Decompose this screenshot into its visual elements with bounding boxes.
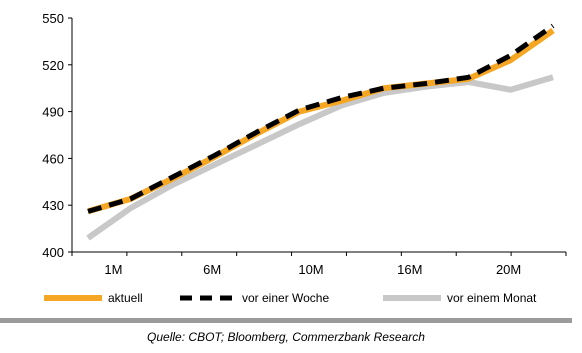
legend: aktuell vor einer Woche vor einem Monat xyxy=(44,291,537,305)
axes: 400 430 460 490 520 550 1M 6M 10M 16M 20M xyxy=(42,11,567,277)
series-line-1 xyxy=(87,23,555,214)
legend-label-0: aktuell xyxy=(108,291,143,305)
source-text: Quelle: CBOT; Bloomberg, Commerzbank Res… xyxy=(147,330,425,344)
series-line-0 xyxy=(87,28,555,215)
y-tick-label: 430 xyxy=(42,198,64,213)
y-tick-label: 550 xyxy=(42,11,64,26)
x-tick-label: 6M xyxy=(203,262,221,277)
x-tick-label: 16M xyxy=(397,262,422,277)
x-tick-label: 20M xyxy=(496,262,521,277)
series-line-2 xyxy=(86,74,554,241)
y-tick-label: 520 xyxy=(42,58,64,73)
legend-label-1: vor einer Woche xyxy=(242,291,329,305)
x-tick-label: 1M xyxy=(104,262,122,277)
y-tick-label: 400 xyxy=(42,245,64,260)
series-lines xyxy=(86,23,555,241)
x-tick-label: 10M xyxy=(298,262,323,277)
y-tick-label: 490 xyxy=(42,105,64,120)
legend-label-2: vor einem Monat xyxy=(447,291,537,305)
source-divider xyxy=(0,318,572,323)
y-tick-label: 460 xyxy=(42,151,64,166)
